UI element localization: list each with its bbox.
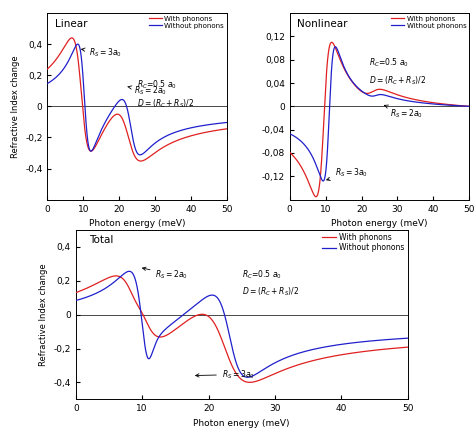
Text: $D= (R_C+R_S)/2$: $D= (R_C+R_S)/2$ [137, 97, 194, 110]
Text: $R_S=3a_0$: $R_S=3a_0$ [327, 166, 367, 181]
Text: $R_C$=0.5 $a_0$: $R_C$=0.5 $a_0$ [137, 79, 177, 91]
Text: $R_C$=0.5 $a_0$: $R_C$=0.5 $a_0$ [242, 268, 282, 281]
Legend: With phonons, Without phonons: With phonons, Without phonons [148, 15, 225, 30]
Legend: With phonons, Without phonons: With phonons, Without phonons [391, 15, 467, 30]
Text: Nonlinear: Nonlinear [297, 19, 347, 29]
Text: $R_S=3a_0$: $R_S=3a_0$ [82, 46, 122, 59]
Text: $R_C$=0.5 $a_0$: $R_C$=0.5 $a_0$ [369, 56, 409, 69]
Text: $R_S=2a_0$: $R_S=2a_0$ [143, 267, 189, 281]
X-axis label: Photon energy (meV): Photon energy (meV) [193, 419, 290, 427]
Text: $R_S=2a_0$: $R_S=2a_0$ [384, 105, 423, 120]
Text: $D= (R_C+R_S)/2$: $D= (R_C+R_S)/2$ [242, 285, 299, 298]
Y-axis label: Refractive Index change: Refractive Index change [39, 263, 48, 366]
Legend: With phonons, Without phonons: With phonons, Without phonons [322, 232, 405, 253]
Y-axis label: Refractive Index change: Refractive Index change [10, 55, 19, 158]
Text: Linear: Linear [55, 19, 87, 29]
X-axis label: Photon energy (meV): Photon energy (meV) [331, 219, 428, 228]
Text: $D= (R_C+R_S)/2$: $D= (R_C+R_S)/2$ [369, 75, 426, 87]
Text: $R_S=2a_0$: $R_S=2a_0$ [128, 85, 166, 97]
Text: Total: Total [89, 235, 113, 245]
Text: $R_S=3a_0$: $R_S=3a_0$ [196, 368, 255, 381]
X-axis label: Photon energy (meV): Photon energy (meV) [89, 219, 185, 228]
